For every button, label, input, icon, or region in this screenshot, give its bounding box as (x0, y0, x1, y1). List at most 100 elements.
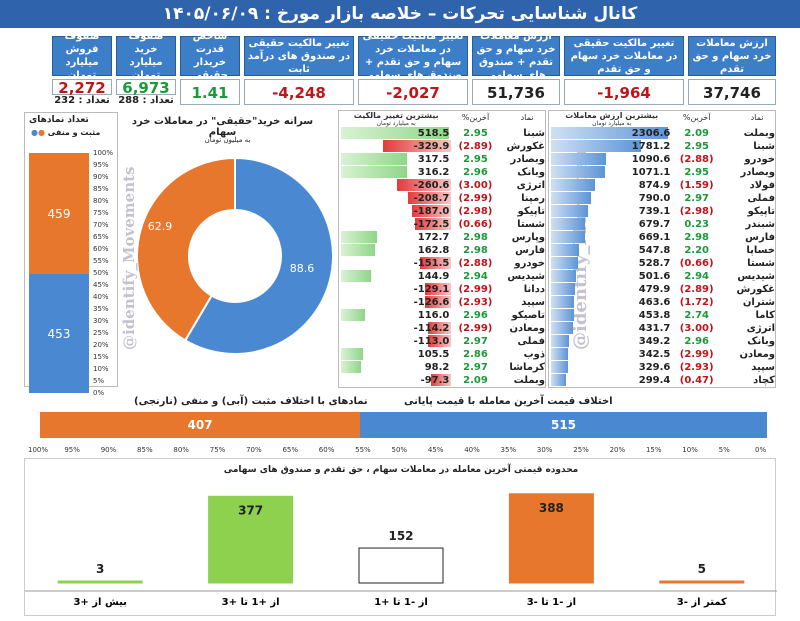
table-symbol[interactable]: رمپنا (521, 193, 545, 204)
count-axis-tick: 10% (93, 365, 109, 373)
table-symbol[interactable]: ددانا (523, 284, 545, 295)
table-value: 790.0 (638, 193, 671, 204)
dist-bar-value: 3 (96, 562, 104, 576)
table-symbol[interactable]: وبصادر (510, 154, 545, 165)
table-symbol[interactable]: اترژی (746, 323, 775, 334)
dist-bar-value: 388 (539, 501, 564, 515)
diff-axis-tick: 25% (573, 446, 589, 454)
dist-chart: 5 کمتر از -3 388 از -1 تا -3 152 از -1 تا +1 3… (25, 493, 777, 608)
table-symbol[interactable]: اترژی (516, 180, 545, 191)
table-symbol[interactable]: کچاد (753, 375, 775, 386)
table-symbol[interactable]: تاپیکو (517, 206, 545, 217)
table-row: -97.3 2.09 وبملت (339, 374, 547, 387)
diff-axis-tick: 0% (755, 446, 767, 454)
table-symbol[interactable]: شستا (747, 258, 775, 269)
table-symbol[interactable]: تاصیکو (511, 310, 545, 321)
table-bar (427, 322, 452, 334)
diff-axis-tick: 90% (100, 446, 117, 454)
table-symbol[interactable]: ومعادن (509, 323, 545, 334)
table-symbol[interactable]: خساپا (746, 245, 775, 256)
table-pct: (2.99) (458, 193, 493, 204)
table-value: 431.7 (638, 323, 671, 334)
kpi-value: -2,027 (358, 79, 468, 105)
table-row: 172.7 2.98 وپارس (339, 231, 547, 244)
table-header-value: بیشترین تغییر مالکیت (353, 111, 439, 120)
table-symbol[interactable]: شتران (742, 297, 775, 308)
table-pct: 2.97 (463, 362, 488, 373)
table-pct: 2.94 (684, 271, 710, 282)
table-symbol[interactable]: غکورش (736, 284, 775, 295)
donut-subtitle: به میلیون تومان (204, 136, 251, 144)
diff-orange-value: 407 (187, 418, 213, 432)
table-value: 2306.6 (631, 128, 671, 139)
table-value: -260.6 (413, 180, 450, 191)
table-bar (341, 270, 372, 282)
table-symbol[interactable]: کاما (755, 310, 775, 321)
table-symbol[interactable]: وبصادر (740, 167, 775, 178)
count-axis-tick: 55% (93, 257, 109, 265)
dist-panel: محدوده قیمتی آخرین معامله در معاملات سها… (24, 458, 777, 616)
table-value: 1071.1 (631, 167, 671, 178)
table-value: -329.9 (413, 141, 450, 152)
table-symbol[interactable]: شیدیس (507, 271, 545, 282)
table-pct: (2.88) (679, 154, 714, 165)
table-bar (397, 179, 452, 191)
table-symbol[interactable]: فملی (747, 193, 775, 204)
table-symbol[interactable]: سپید (521, 297, 545, 308)
table-symbol[interactable]: سپید (751, 362, 775, 373)
kpi-label: تغییر مالکیت حقیقی در معاملات خرد سهام و… (564, 36, 684, 76)
table-symbol[interactable]: وپارس (511, 232, 545, 243)
table-pct: 2.74 (684, 310, 710, 321)
count-axis-tick: 5% (93, 377, 105, 385)
table-bar (551, 322, 573, 334)
table-value: 518.5 (417, 128, 450, 139)
table-bar (341, 153, 408, 165)
diff-panel: اختلاف قیمت آخرین معامله با قیمت پایانی … (24, 391, 776, 463)
table-value: 739.1 (638, 206, 671, 217)
table-symbol[interactable]: ذوب (523, 349, 545, 360)
diff-axis-tick: 75% (209, 446, 226, 454)
table-row: -114.2 (2.99) ومعادن (339, 322, 547, 335)
table-symbol[interactable]: فارس (515, 245, 545, 256)
table-symbol[interactable]: وبانک (517, 167, 545, 178)
dist-bar (508, 493, 594, 584)
table-row: 1071.1 2.95 وبصادر (549, 166, 777, 179)
diff-axis-tick: 100% (28, 446, 49, 454)
table-bar (425, 296, 452, 308)
donut-slice-blue (183, 156, 334, 355)
table-symbol[interactable]: ومعادن (739, 349, 775, 360)
table-symbol[interactable]: وبملت (743, 128, 775, 139)
table-symbol[interactable]: وبانک (747, 336, 775, 347)
table-value: -97.3 (420, 375, 450, 386)
table-symbol[interactable]: فولاد (749, 180, 775, 191)
count-positive-bar: 453 (29, 274, 89, 393)
table-row: 528.7 (0.66) شستا (549, 257, 777, 270)
table-symbol[interactable]: فملی (517, 336, 545, 347)
table-row: -172.5 (0.66) شستا (339, 218, 547, 231)
table-bar (341, 361, 362, 373)
kpi-label: تغییر مالکیت حقیقی در معاملات خرد سهام و… (358, 31, 468, 81)
table-symbol[interactable]: شبنا (523, 128, 545, 139)
table-symbol[interactable]: تاپیکو (747, 206, 775, 217)
table-symbol[interactable]: فارس (745, 232, 775, 243)
table-symbol[interactable]: خودرو (744, 154, 775, 165)
table-pct: (2.93) (458, 297, 493, 308)
count-box-title: تعداد نمادهای (29, 115, 89, 125)
table-row: 501.6 2.94 شیدیس (549, 270, 777, 283)
table-bar (551, 192, 591, 204)
donut-title: سرانه خرید"حقیقی" در معاملات خرد سهام (131, 116, 314, 138)
table-row: 1781.2 2.95 شبنا (549, 140, 777, 153)
count-axis-tick: 20% (93, 341, 109, 349)
table-symbol[interactable]: خودرو (514, 258, 545, 269)
table-row: 342.5 (2.99) ومعادن (549, 348, 777, 361)
table-value: 329.6 (638, 362, 671, 373)
table-symbol[interactable]: شبندر (745, 219, 775, 230)
table-value: 172.7 (417, 232, 450, 243)
table-symbol[interactable]: غکورش (506, 141, 545, 152)
table-symbol[interactable]: شبنا (753, 141, 775, 152)
table-bar (551, 153, 607, 165)
table-symbol[interactable]: شستا (517, 219, 545, 230)
table-symbol[interactable]: کرماشا (509, 362, 545, 373)
table-symbol[interactable]: شیدیس (737, 271, 775, 282)
table-symbol[interactable]: وبملت (513, 375, 545, 386)
